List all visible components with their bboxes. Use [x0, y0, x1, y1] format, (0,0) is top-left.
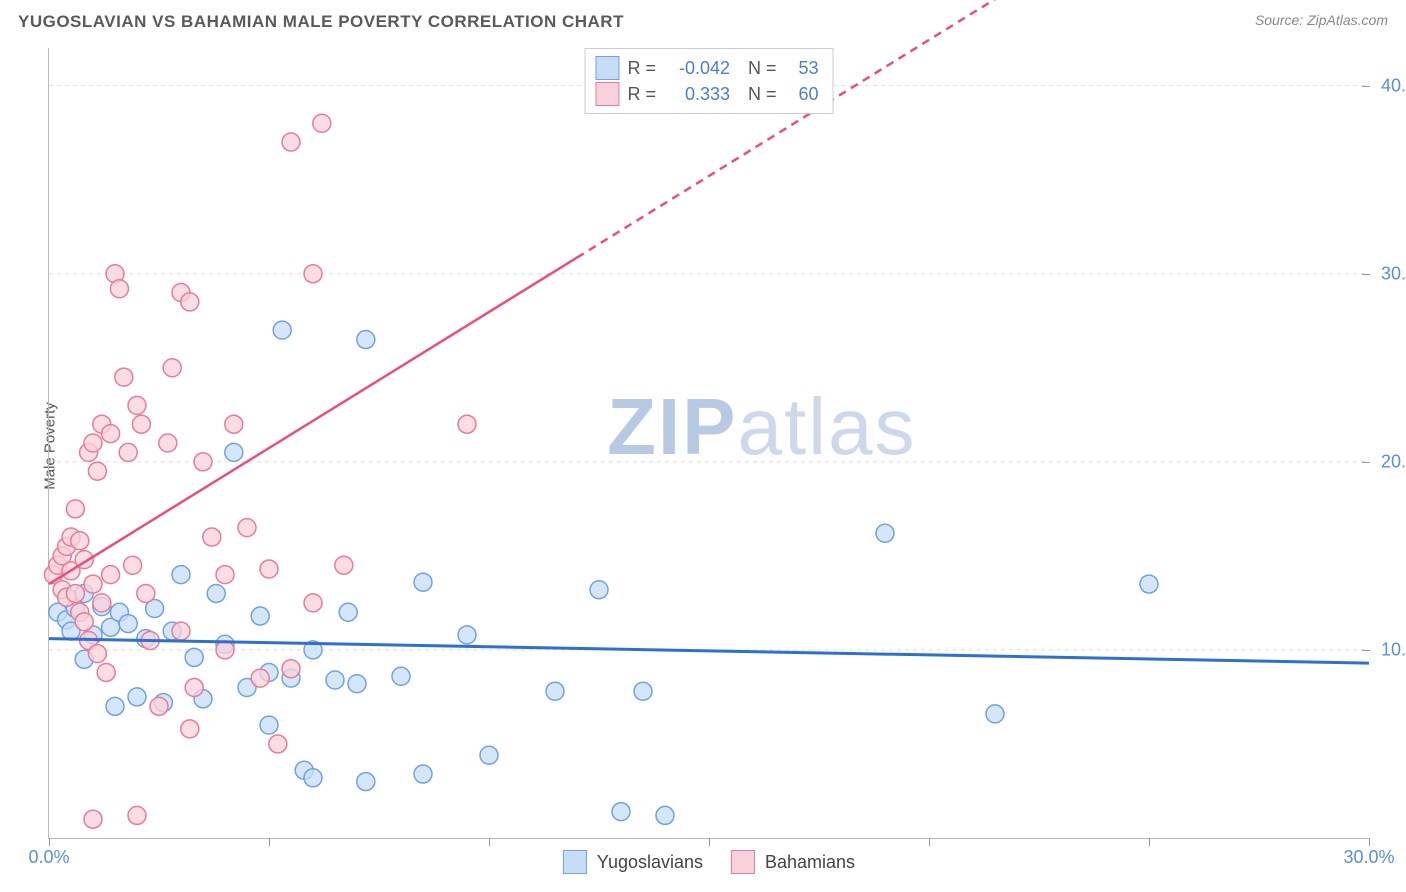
legend-label: Bahamians	[765, 852, 855, 873]
legend: Yugoslavians Bahamians	[563, 850, 855, 874]
y-tick-label: 40.0%	[1381, 75, 1406, 96]
chart-title: YUGOSLAVIAN VS BAHAMIAN MALE POVERTY COR…	[18, 12, 624, 31]
y-tick-label: 20.0%	[1381, 451, 1406, 472]
y-tick-label: 30.0%	[1381, 263, 1406, 284]
legend-swatch	[563, 850, 587, 874]
stat-n-value: 60	[785, 81, 819, 107]
stats-row: R = -0.042 N = 53	[595, 55, 818, 81]
stat-r-label: R =	[627, 81, 656, 107]
stat-r-value: 0.333	[664, 81, 730, 107]
legend-swatch	[731, 850, 755, 874]
legend-label: Yugoslavians	[597, 852, 703, 873]
x-tick-label: 30.0%	[1343, 847, 1394, 868]
legend-item: Yugoslavians	[563, 850, 703, 874]
stat-r-label: R =	[627, 55, 656, 81]
stats-row: R = 0.333 N = 60	[595, 81, 818, 107]
legend-swatch	[595, 82, 619, 106]
y-tick-label: 10.0%	[1381, 639, 1406, 660]
stat-n-value: 53	[785, 55, 819, 81]
stat-n-label: N =	[748, 81, 777, 107]
chart-plot-area: ZIPatlas R =-0.042N =53R =0.333N =60 Yug…	[48, 48, 1369, 839]
legend-swatch	[595, 56, 619, 80]
legend-item: Bahamians	[731, 850, 855, 874]
x-tick-label: 0.0%	[28, 847, 69, 868]
chart-svg	[49, 48, 1369, 838]
stat-n-label: N =	[748, 55, 777, 81]
source-label: Source: ZipAtlas.com	[1255, 12, 1388, 28]
stats-box: R = -0.042 N = 53 R = 0.333 N = 60	[584, 48, 833, 114]
stat-r-value: -0.042	[664, 55, 730, 81]
